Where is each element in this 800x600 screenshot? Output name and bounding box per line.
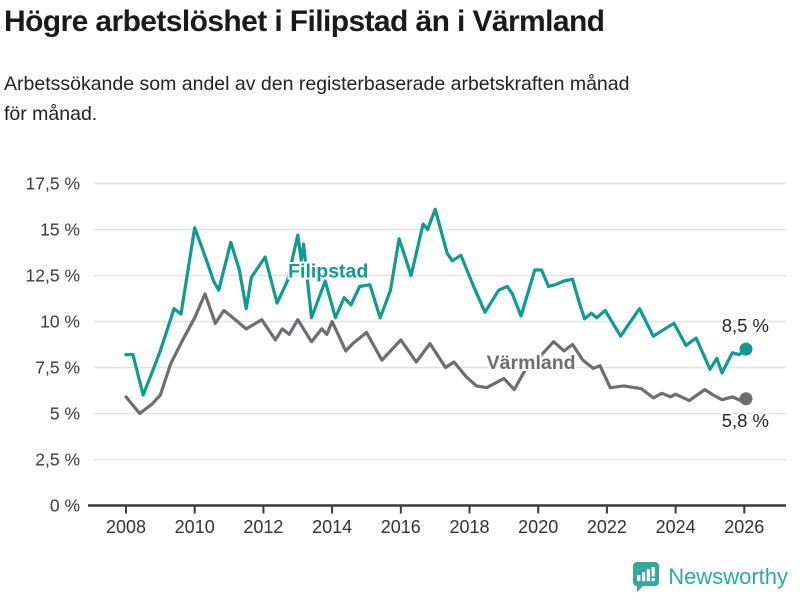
x-axis-tick-label: 2020 — [518, 517, 558, 537]
filipstad-series-label: Filipstad — [288, 260, 368, 282]
x-axis-tick-label: 2010 — [175, 517, 215, 537]
chart-subtitle-line2: för månad. — [4, 103, 98, 125]
y-axis-tick-label: 17,5 % — [26, 174, 80, 194]
chart-subtitle: Arbetssökande som andel av den registerb… — [4, 69, 796, 129]
x-axis-tick-label: 2022 — [587, 517, 627, 537]
y-axis-tick-label: 15 % — [40, 220, 80, 240]
x-axis-tick-label: 2024 — [656, 517, 696, 537]
newsworthy-branding: Newsworthy — [630, 561, 788, 592]
newsworthy-wordmark: Newsworthy — [668, 563, 788, 589]
y-axis-tick-label: 5 % — [50, 404, 80, 424]
värmland-end-value-label: 5,8 % — [722, 410, 769, 431]
x-axis-tick-label: 2018 — [449, 517, 489, 537]
y-axis-tick-label: 2,5 % — [35, 450, 80, 470]
x-axis-tick-label: 2026 — [724, 517, 764, 537]
värmland-series-label: Värmland — [487, 352, 576, 374]
värmland-end-dot — [739, 392, 753, 406]
x-axis-tick-label: 2012 — [243, 517, 283, 537]
x-axis-tick-label: 2014 — [312, 517, 352, 537]
chart-subtitle-line1: Arbetssökande som andel av den registerb… — [4, 73, 630, 95]
y-axis-tick-label: 7,5 % — [35, 358, 80, 378]
logo-exclamation-stem — [651, 567, 655, 577]
x-axis-tick-label: 2016 — [381, 517, 421, 537]
newsworthy-logo-icon — [633, 562, 660, 592]
logo-bar-1 — [637, 575, 641, 582]
logo-bar-3 — [646, 569, 651, 582]
logo-exclamation-dot — [651, 578, 655, 582]
filipstad-line — [124, 207, 748, 397]
filipstad-end-value-label: 8,5 % — [722, 315, 769, 336]
y-axis-tick-label: 10 % — [40, 312, 80, 332]
y-axis-tick-label: 12,5 % — [26, 266, 80, 286]
chart-title: Högre arbetslöshet i Filipstad än i Värm… — [4, 5, 605, 38]
x-axis-tick-label: 2008 — [106, 517, 146, 537]
y-axis-tick-label: 0 % — [50, 496, 80, 516]
värmland-line — [124, 292, 748, 416]
filipstad-end-dot — [739, 342, 753, 356]
logo-bar-2 — [642, 572, 646, 582]
